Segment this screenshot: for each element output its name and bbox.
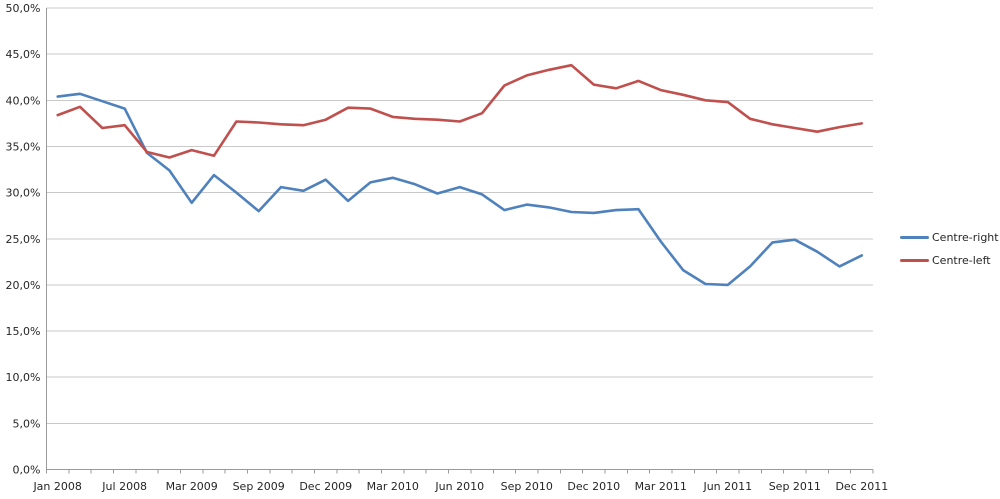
y-axis-tick-label: 10,0% <box>6 371 41 384</box>
y-axis-tick-label: 30,0% <box>6 187 41 200</box>
x-axis-tick-label: Sep 2010 <box>501 480 553 493</box>
x-axis-tick-label: Mar 2010 <box>367 480 419 493</box>
legend-label-centre-right: Centre-right <box>932 231 999 244</box>
y-axis-tick-label: 50,0% <box>6 2 41 15</box>
x-axis-tick-label: Sep 2009 <box>233 480 285 493</box>
legend-label-centre-left: Centre-left <box>932 254 991 267</box>
legend-item-centre-left[interactable]: Centre-left <box>900 249 999 272</box>
x-axis-tick-label: Dec 2010 <box>567 480 620 493</box>
x-axis-tick-label: Mar 2009 <box>166 480 218 493</box>
y-axis-tick-label: 35,0% <box>6 140 41 153</box>
y-axis-tick-label: 15,0% <box>6 325 41 338</box>
legend: Centre-right Centre-left <box>900 226 999 272</box>
x-axis-tick-label: Dec 2009 <box>299 480 352 493</box>
x-axis-tick-label: Jun 2011 <box>702 480 752 493</box>
x-axis-tick-label: Jan 2008 <box>32 480 81 493</box>
y-axis-tick-label: 0,0% <box>13 464 41 477</box>
x-axis-tick-label: Mar 2011 <box>635 480 687 493</box>
x-axis-tick-label: Dec 2011 <box>835 480 888 493</box>
y-axis-tick-label: 5,0% <box>13 417 41 430</box>
legend-item-centre-right[interactable]: Centre-right <box>900 226 999 249</box>
x-axis-tick-label: Jul 2008 <box>101 480 147 493</box>
x-axis-tick-label: Jun 2010 <box>434 480 484 493</box>
y-axis-tick-label: 45,0% <box>6 48 41 61</box>
centre-left-line-swatch <box>900 259 929 262</box>
y-axis-tick-label: 25,0% <box>6 233 41 246</box>
y-axis-tick-label: 40,0% <box>6 94 41 107</box>
series-line-centre-right[interactable] <box>56 92 864 287</box>
centre-right-line-swatch <box>900 236 929 239</box>
series-line-centre-left[interactable] <box>56 63 864 159</box>
x-axis-tick-label: Sep 2011 <box>769 480 821 493</box>
y-axis-tick-label: 20,0% <box>6 279 41 292</box>
